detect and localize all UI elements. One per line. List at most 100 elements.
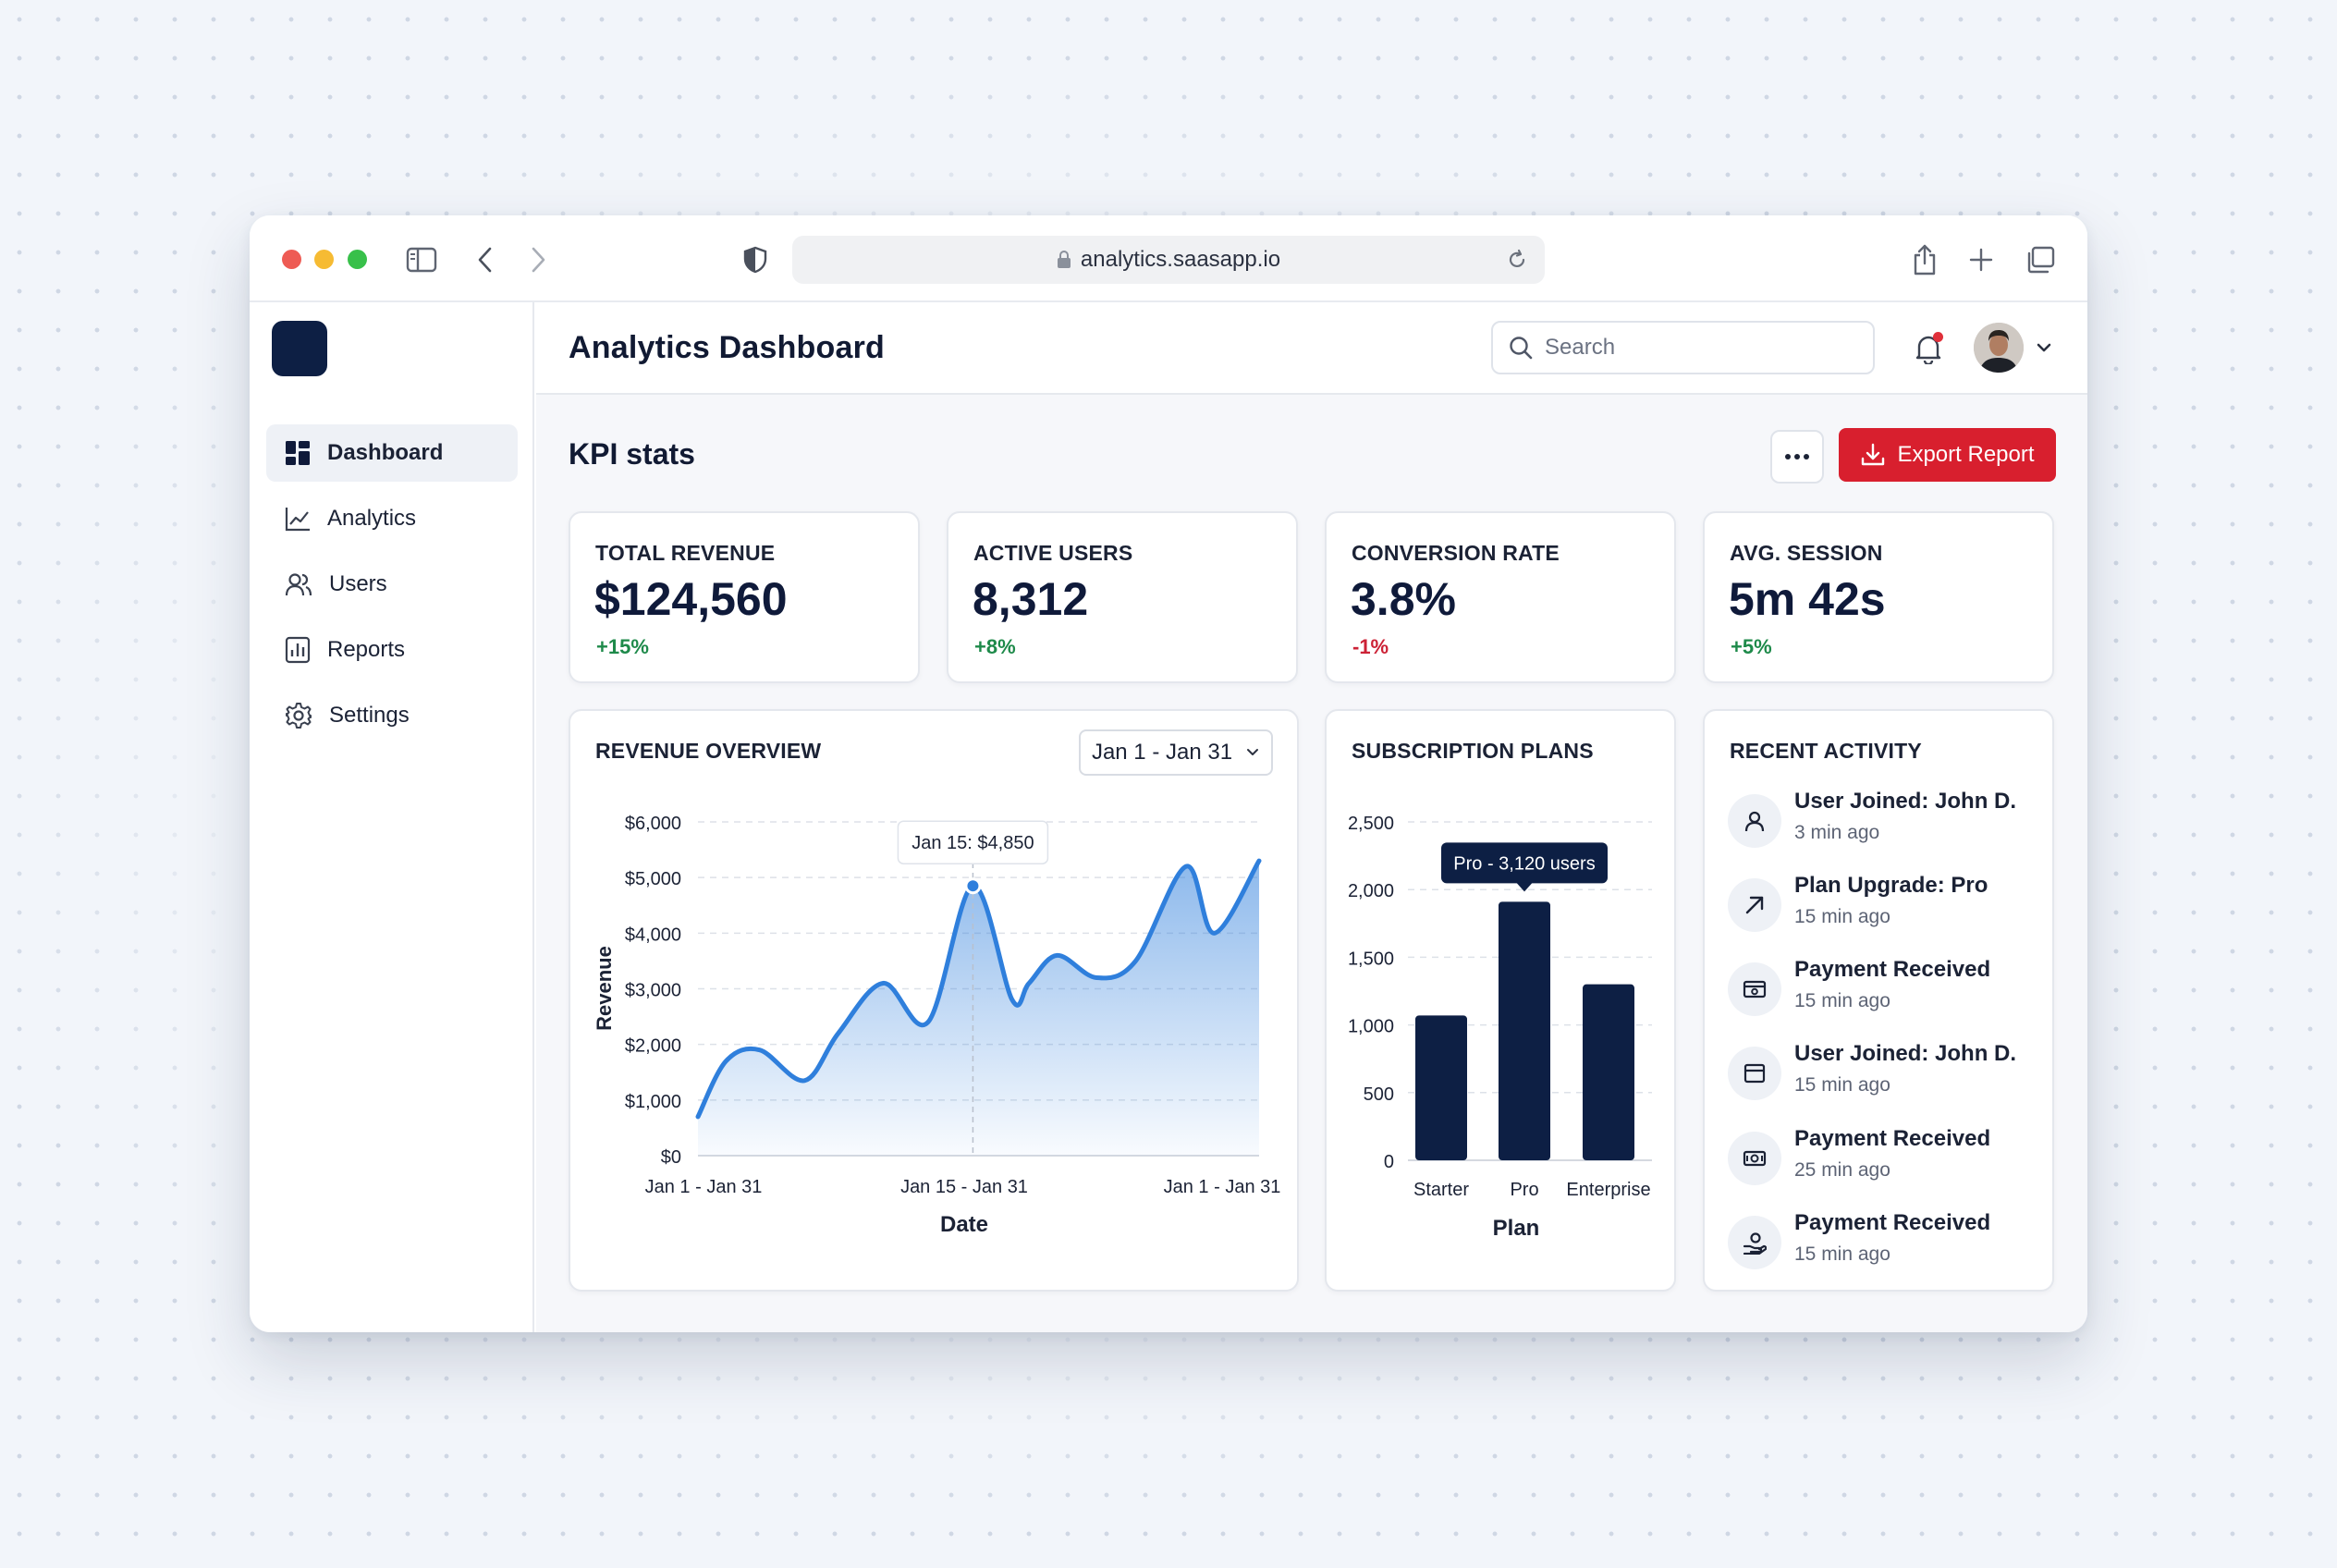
y-tick-label: $3,000: [625, 981, 681, 1001]
minimize-window-button[interactable]: [314, 250, 334, 269]
search-icon: [1510, 337, 1533, 360]
recent-activity-card: RECENT ACTIVITY User Joined: John D. 3 mi…: [1703, 709, 2054, 1292]
revenue-line: [695, 858, 1262, 1120]
activity-title: Payment Received: [1794, 1126, 1991, 1151]
kpi-label: ACTIVE USERS: [973, 541, 1133, 565]
activity-title: User Joined: John D.: [1794, 789, 2017, 814]
date-range-select[interactable]: Jan 1 - Jan 31: [1079, 729, 1273, 776]
activity-item[interactable]: Payment Received 15 min ago: [1728, 1210, 2042, 1284]
y-tick-label: $5,000: [625, 869, 681, 889]
hand-coin-icon: [1728, 1216, 1781, 1269]
kpi-card-avg-session: AVG. SESSION 5m 42s +5%: [1703, 511, 2054, 683]
y-tick-label: $0: [661, 1147, 681, 1168]
chevron-down-icon[interactable]: [2032, 336, 2056, 360]
activity-item[interactable]: User Joined: John D. 15 min ago: [1728, 1041, 2042, 1115]
kpi-card-active-users: ACTIVE USERS 8,312 +8%: [947, 511, 1298, 683]
activity-time: 15 min ago: [1794, 906, 1890, 927]
maximize-window-button[interactable]: [348, 250, 367, 269]
app-logo[interactable]: [272, 321, 327, 376]
y-tick-label: $4,000: [625, 925, 681, 945]
activity-item[interactable]: User Joined: John D. 3 min ago: [1728, 789, 2042, 863]
subscription-plans-card: SUBSCRIPTION PLANS 0 500 1,000 1,500 2,000 2,…: [1325, 709, 1676, 1292]
activity-time: 25 min ago: [1794, 1159, 1890, 1181]
bar-enterprise: [1583, 984, 1634, 1160]
sidebar-item-analytics[interactable]: Analytics: [266, 490, 518, 547]
lock-icon: [1057, 251, 1071, 268]
arrow-up-right-icon: [1728, 878, 1781, 932]
address-bar[interactable]: analytics.saasapp.io: [792, 236, 1545, 284]
main-content: Analytics Dashboard KPI stats Export Rep…: [536, 302, 2087, 1332]
sidebar-nav: Dashboard Analytics Users Reports Settin…: [266, 424, 518, 753]
cash-icon: [1728, 1132, 1781, 1185]
close-window-button[interactable]: [282, 250, 301, 269]
kpi-label: AVG. SESSION: [1730, 541, 1883, 565]
activity-item[interactable]: Payment Received 15 min ago: [1728, 957, 2042, 1031]
activity-item[interactable]: Plan Upgrade: Pro 15 min ago: [1728, 873, 2042, 947]
url-text: analytics.saasapp.io: [1080, 247, 1281, 272]
sidebar-toggle-icon[interactable]: [401, 239, 442, 280]
search-input[interactable]: [1545, 335, 1859, 361]
y-tick-label: $2,000: [625, 1036, 681, 1057]
y-tick-label: 1,000: [1348, 1017, 1394, 1037]
reload-icon[interactable]: [1500, 243, 1534, 276]
export-report-button[interactable]: Export Report: [1839, 428, 2056, 482]
kpi-value: $124,560: [594, 573, 788, 625]
bar-pro: [1499, 901, 1550, 1160]
revenue-area: [698, 861, 1259, 1156]
kpi-value: 8,312: [973, 573, 1089, 625]
card-title: RECENT ACTIVITY: [1730, 739, 1922, 763]
app-header: Analytics Dashboard: [536, 302, 2087, 395]
tooltip-text: Pro - 3,120 users: [1453, 853, 1595, 874]
activity-time: 3 min ago: [1794, 822, 1880, 843]
kpi-card-total-revenue: TOTAL REVENUE $124,560 +15%: [569, 511, 920, 683]
notifications-button[interactable]: [1908, 328, 1949, 369]
card-title: REVENUE OVERVIEW: [595, 739, 822, 763]
sidebar-item-reports[interactable]: Reports: [266, 621, 518, 679]
activity-time: 15 min ago: [1794, 1074, 1890, 1096]
dashboard-icon: [286, 441, 310, 465]
activity-title: Payment Received: [1794, 1210, 1991, 1235]
tooltip-box: [897, 820, 1049, 864]
section-title: KPI stats: [569, 437, 695, 471]
new-tab-icon[interactable]: [1961, 239, 2001, 280]
tabs-overview-icon[interactable]: [2020, 239, 2061, 280]
search-box[interactable]: [1491, 321, 1875, 374]
plans-chart: 0 500 1,000 1,500 2,000 2,500 Starter Pro Enterp…: [1348, 814, 1652, 1241]
y-tick-label: 2,000: [1348, 881, 1394, 901]
sidebar-item-label: Users: [329, 571, 387, 596]
window-icon: [1728, 1047, 1781, 1100]
forward-icon[interactable]: [518, 239, 558, 280]
sidebar-item-label: Settings: [329, 703, 410, 728]
browser-window: analytics.saasapp.io Dashboard Analytics: [250, 215, 2087, 1332]
avatar[interactable]: [1974, 323, 2024, 373]
activity-time: 15 min ago: [1794, 990, 1890, 1011]
browser-titlebar: analytics.saasapp.io: [250, 215, 2087, 302]
activity-item[interactable]: Payment Received 25 min ago: [1728, 1126, 2042, 1200]
sidebar-item-label: Analytics: [327, 506, 417, 531]
kpi-delta: -1%: [1352, 635, 1389, 658]
y-tick-label: $1,000: [625, 1092, 681, 1112]
back-icon[interactable]: [465, 239, 506, 280]
x-tick-label: Enterprise: [1566, 1180, 1650, 1200]
revenue-overview-card: REVENUE OVERVIEW Jan 1 - Jan 31 $0 $1,000…: [569, 709, 1299, 1292]
more-options-button[interactable]: [1770, 430, 1824, 484]
page-title: Analytics Dashboard: [569, 330, 886, 365]
sidebar-item-users[interactable]: Users: [266, 556, 518, 613]
x-tick-label: Starter: [1413, 1180, 1469, 1200]
shield-icon[interactable]: [735, 239, 776, 280]
tooltip-arrow: [1516, 882, 1533, 892]
download-icon: [1862, 443, 1885, 466]
sidebar-item-dashboard[interactable]: Dashboard: [266, 424, 518, 482]
tooltip-text: Jan 15: $4,850: [912, 833, 1034, 853]
sidebar: Dashboard Analytics Users Reports Settin…: [250, 302, 534, 1332]
y-tick-label: 1,500: [1348, 949, 1394, 969]
reports-icon: [285, 636, 311, 664]
export-label: Export Report: [1897, 442, 2035, 467]
kpi-delta: +15%: [596, 635, 649, 658]
y-tick-label: 2,500: [1348, 814, 1394, 834]
sidebar-item-settings[interactable]: Settings: [266, 687, 518, 744]
share-icon[interactable]: [1904, 239, 1945, 280]
revenue-chart: $0 $1,000 $2,000 $3,000 $4,000 $5,000 $6,000 Ja…: [593, 814, 1280, 1237]
kpi-delta: +5%: [1731, 635, 1772, 658]
kpi-value: 3.8%: [1351, 573, 1456, 625]
